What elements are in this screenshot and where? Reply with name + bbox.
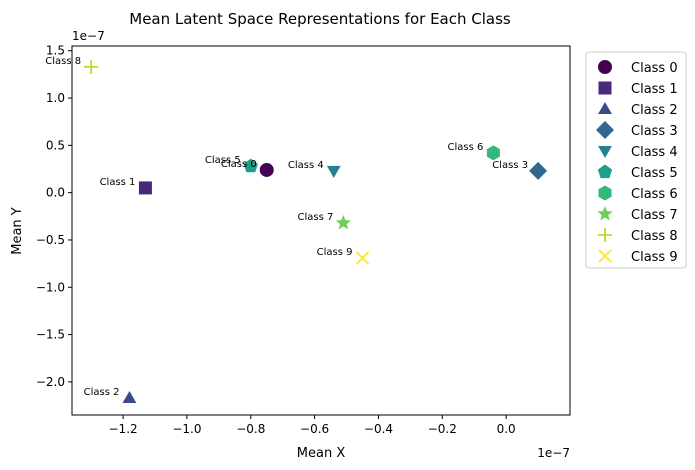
y-axis-ticks: −2.0 −1.5 −1.0 −0.5 0.0 0.5 1.0 1.5 <box>36 44 72 389</box>
y-offset-label: 1e−7 <box>72 29 105 43</box>
x-tick-label: −1.0 <box>172 422 201 436</box>
y-axis-label: Mean Y <box>10 207 25 255</box>
data-point-class-0 <box>259 162 274 177</box>
plot-area-frame <box>71 45 571 416</box>
point-label: Class 9 <box>317 247 353 258</box>
y-tick-label: −0.5 <box>36 233 65 247</box>
chart-title: Mean Latent Space Representations for Ea… <box>129 10 511 28</box>
legend-marker <box>596 121 614 139</box>
point-label: Class 4 <box>288 160 324 171</box>
y-tick-label: 0.0 <box>46 186 65 200</box>
x-offset-label: 1e−7 <box>537 446 570 460</box>
y-tick-label: 0.5 <box>46 138 65 152</box>
x-tick-label: −0.2 <box>428 422 457 436</box>
legend-entry-label: Class 3 <box>631 124 678 139</box>
legend-entry-label: Class 5 <box>631 166 678 181</box>
point-label: Class 1 <box>100 177 136 188</box>
legend-marker <box>598 249 612 263</box>
y-tick-label: 1.5 <box>46 44 65 58</box>
x-axis-ticks: −1.2 −1.0 −0.8 −0.6 −0.4 −0.2 0.0 <box>109 415 516 436</box>
x-tick-label: −0.6 <box>300 422 329 436</box>
point-label: Class 6 <box>448 142 484 153</box>
x-tick-label: −0.4 <box>364 422 393 436</box>
data-point-class-8 <box>84 59 99 74</box>
legend-marker <box>598 185 612 201</box>
legend-entry-label: Class 0 <box>631 61 678 76</box>
point-label: Class 3 <box>492 160 528 171</box>
x-tick-label: −1.2 <box>109 422 138 436</box>
legend-marker <box>597 206 613 221</box>
data-point-class-5 <box>243 158 258 173</box>
legend-entry-label: Class 7 <box>631 208 678 223</box>
y-tick-label: −1.5 <box>36 328 65 342</box>
point-label: Class 5 <box>205 155 241 166</box>
legend-marker <box>597 164 613 179</box>
data-points <box>84 59 548 403</box>
legend-entry-label: Class 6 <box>631 187 678 202</box>
legend-entry-label: Class 9 <box>631 250 678 265</box>
x-axis-label: Mean X <box>297 446 346 461</box>
legend-entry-label: Class 8 <box>631 229 678 244</box>
legend-frame <box>585 51 687 269</box>
data-point-class-2 <box>122 390 137 403</box>
data-point-class-3 <box>529 161 548 180</box>
legend-marker <box>598 102 612 114</box>
point-label: Class 2 <box>84 387 120 398</box>
legend-entry-label: Class 2 <box>631 103 678 118</box>
data-point-class-7 <box>335 214 351 230</box>
y-tick-label: −2.0 <box>36 375 65 389</box>
y-tick-label: 1.0 <box>46 91 65 105</box>
point-label: Class 7 <box>297 212 333 223</box>
y-tick-label: −1.0 <box>36 280 65 294</box>
data-point-class-1 <box>138 181 152 195</box>
x-tick-label: 0.0 <box>497 422 516 436</box>
point-label: Class 8 <box>45 56 81 67</box>
legend: Class 0 Class 1 Class 2 Class 3 Class 4 Class… <box>585 51 687 269</box>
x-tick-label: −0.8 <box>236 422 265 436</box>
legend-entry-label: Class 1 <box>631 82 678 97</box>
legend-marker <box>598 60 612 74</box>
legend-entry-label: Class 4 <box>631 145 678 160</box>
point-labels: Class 0 Class 1 Class 2 Class 3 Class 4 Class… <box>45 56 528 398</box>
legend-marker <box>598 81 612 95</box>
data-point-class-4 <box>326 165 341 178</box>
data-point-class-9 <box>355 251 370 265</box>
point-label: Class 0 <box>221 159 257 170</box>
data-point-class-6 <box>486 145 500 161</box>
legend-marker <box>598 146 612 158</box>
legend-marker <box>598 228 612 242</box>
